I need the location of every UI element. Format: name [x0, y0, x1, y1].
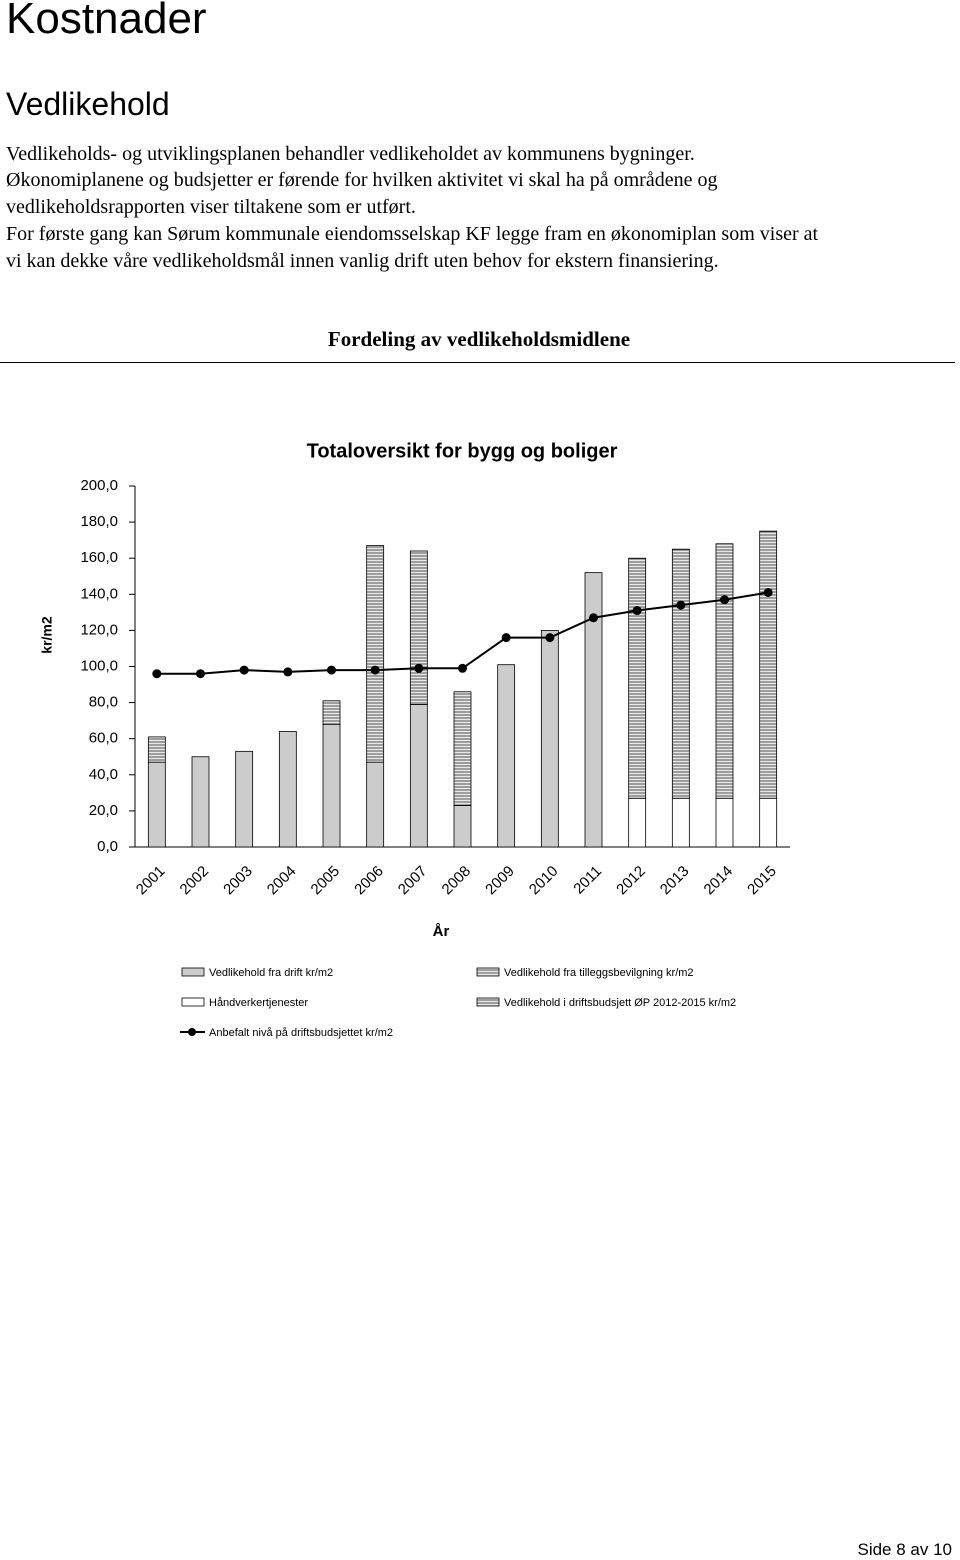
- line-marker: [501, 633, 511, 643]
- line-marker: [283, 667, 293, 677]
- legend-label: Anbefalt nivå på driftsbudsjettet kr/m2: [209, 1027, 393, 1039]
- x-tick-label: 2002: [177, 863, 213, 899]
- chart-title: Totaloversikt for bygg og boliger: [307, 440, 618, 462]
- bar-segment: [453, 805, 472, 848]
- bar-segment: [453, 691, 472, 806]
- bar-segment: [409, 550, 428, 705]
- line-marker: [414, 663, 424, 673]
- x-tick-label: 2006: [351, 863, 387, 899]
- legend-swatch: [181, 997, 205, 1007]
- line-marker: [676, 600, 686, 610]
- bar-segment: [759, 530, 778, 799]
- line-marker: [152, 669, 162, 679]
- x-tick-label: 2008: [439, 863, 475, 899]
- y-axis-label: kr/m2: [39, 616, 55, 654]
- bar-segment: [147, 736, 166, 763]
- y-tick-label: 140,0: [80, 585, 118, 602]
- line-marker: [196, 669, 205, 679]
- bar-segment: [628, 797, 647, 848]
- bar-segment: [759, 797, 778, 848]
- x-tick-label: 2003: [220, 863, 256, 899]
- y-tick-label: 120,0: [80, 621, 118, 638]
- bar-segment: [366, 545, 385, 763]
- bar-segment: [235, 750, 254, 848]
- x-tick-label: 2001: [133, 863, 169, 899]
- x-tick-label: 2015: [744, 863, 780, 899]
- footer: Side 8 av 10: [857, 1540, 952, 1559]
- x-tick-label: 2009: [482, 863, 518, 899]
- y-tick-label: 20,0: [89, 802, 118, 819]
- bar-segment: [191, 756, 210, 848]
- x-tick-label: 2013: [657, 863, 693, 899]
- line-marker: [720, 595, 729, 605]
- bar-segment: [715, 543, 734, 799]
- legend-label: Vedlikehold i driftsbudsjett ØP 2012-201…: [504, 997, 736, 1009]
- legend-swatch: [181, 967, 205, 977]
- y-tick-label: 40,0: [89, 766, 118, 783]
- x-axis-label: År: [433, 923, 450, 940]
- text-line: Økonomiplanene og budsjetter er førende …: [6, 169, 718, 191]
- legend-swatch: [476, 967, 500, 977]
- legend-label: Vedlikehold fra drift kr/m2: [209, 967, 333, 979]
- bar-segment: [409, 704, 428, 848]
- line-marker: [763, 587, 773, 597]
- text-line: vedlikeholdsrapporten viser tiltakene so…: [6, 196, 416, 218]
- line-marker: [545, 633, 555, 643]
- y-tick-label: 180,0: [80, 513, 118, 530]
- line-marker: [239, 665, 249, 675]
- legend-label: Vedlikehold fra tilleggsbevilgning kr/m2: [504, 967, 694, 979]
- bar-segment: [322, 723, 341, 848]
- bar-segment: [540, 630, 559, 848]
- rule: [0, 362, 955, 363]
- bar-segment: [584, 572, 603, 848]
- x-tick-label: 2011: [570, 863, 605, 898]
- x-tick-label: 2005: [308, 863, 344, 899]
- bar-segment: [366, 761, 385, 848]
- bar-segment: [147, 761, 166, 848]
- y-tick-label: 80,0: [89, 694, 118, 711]
- x-tick-label: 2012: [613, 863, 649, 899]
- text-line: Vedlikeholds- og utviklingsplanen behand…: [6, 143, 695, 165]
- line-marker: [632, 606, 642, 616]
- text-line: vi kan dekke våre vedlikeholdsmål innen …: [6, 250, 719, 272]
- y-tick-label: 200,0: [80, 477, 118, 494]
- heading: Kostnader: [6, 0, 207, 43]
- bar-segment: [278, 731, 297, 848]
- line-marker: [589, 613, 598, 623]
- bar-segment: [671, 548, 690, 799]
- legend-swatch: [476, 997, 500, 1007]
- bar-segment: [497, 664, 516, 848]
- y-tick-label: 0,0: [97, 838, 118, 855]
- line-marker: [327, 665, 336, 675]
- subheading: Vedlikehold: [6, 86, 170, 122]
- bar-segment: [628, 557, 647, 799]
- bar-segment: [715, 797, 734, 848]
- y-tick-label: 60,0: [89, 730, 118, 747]
- text-line: For første gang kan Sørum kommunale eien…: [6, 223, 819, 245]
- section-title: Fordeling av vedlikeholdsmidlene: [327, 327, 631, 351]
- line-marker: [370, 665, 380, 675]
- bar-segment: [322, 700, 341, 725]
- line-marker: [458, 663, 467, 673]
- x-tick-label: 2007: [395, 863, 431, 899]
- y-tick-label: 100,0: [80, 657, 118, 674]
- legend-marker: [188, 1028, 196, 1036]
- x-tick-label: 2014: [701, 863, 737, 899]
- legend-label: Håndverkertjenester: [209, 997, 308, 1009]
- x-tick-label: 2010: [526, 863, 562, 899]
- bar-segment: [671, 797, 690, 848]
- y-tick-label: 160,0: [80, 549, 118, 566]
- x-tick-label: 2004: [264, 863, 300, 899]
